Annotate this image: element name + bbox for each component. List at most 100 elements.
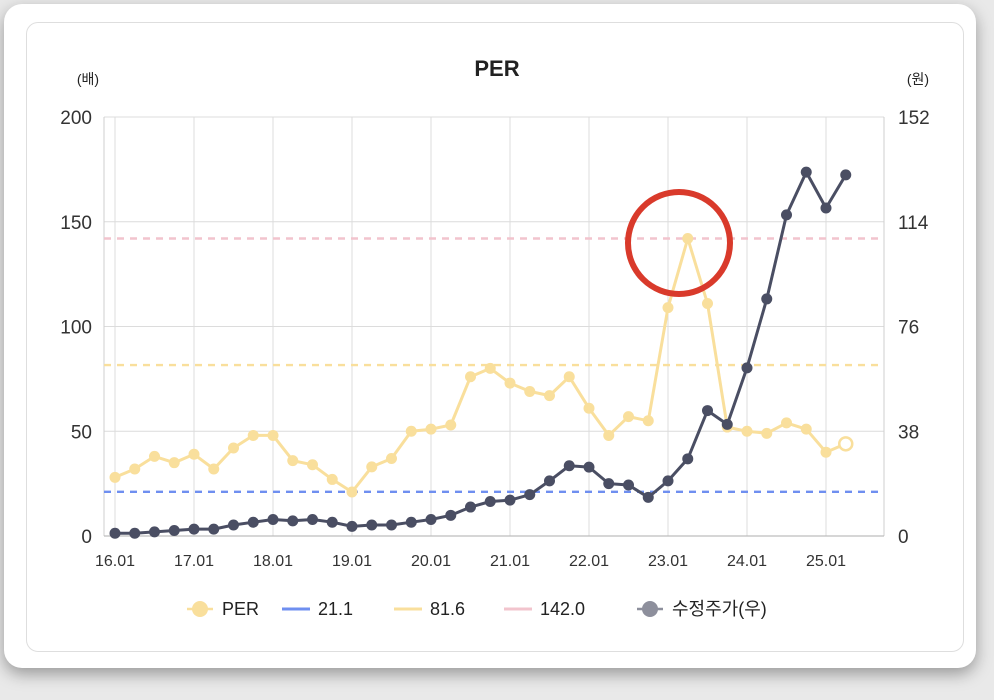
per-point	[445, 419, 457, 431]
per-point	[405, 425, 417, 437]
legend-label: 수정주가(우)	[672, 599, 767, 619]
x-tick-label: 23.01	[648, 553, 688, 570]
adjusted-price-point	[267, 513, 279, 525]
per-point	[366, 461, 378, 473]
axes: 0 0 50 38 100 76 150 114 200 152 16.01 17.01 18.01 19…	[60, 108, 929, 570]
adjusted-price-point	[524, 489, 536, 501]
legend-item-1[interactable]: 21.1	[282, 599, 353, 619]
legend-swatch-dot	[642, 601, 658, 617]
per-point	[129, 463, 141, 475]
per-point	[820, 446, 832, 458]
y-left-tick-label: 0	[81, 527, 92, 548]
per-point	[563, 371, 575, 383]
x-tick-label: 25.01	[806, 553, 846, 570]
y-right-tick-label: 0	[898, 527, 909, 548]
per-point	[838, 436, 854, 452]
adjusted-price-point	[247, 516, 259, 528]
legend-item-0[interactable]: PER	[187, 599, 259, 619]
adjusted-price-point	[129, 527, 141, 539]
per-point	[524, 385, 536, 397]
adjusted-price-point	[109, 527, 121, 539]
x-tick-label: 17.01	[174, 553, 214, 570]
per-point	[326, 473, 338, 485]
adjusted-price-point	[504, 494, 516, 506]
per-point	[623, 411, 634, 423]
per-point	[109, 471, 121, 483]
x-tick-label: 18.01	[253, 553, 293, 570]
series-layer	[109, 166, 854, 539]
adjusted-price-point	[820, 202, 832, 214]
per-point	[800, 423, 812, 435]
per-point	[228, 442, 239, 454]
y-right-tick-label: 114	[898, 213, 929, 234]
adjusted-price-point	[149, 526, 160, 538]
legend[interactable]: PER 21.1 81.6 142.0 수정주가(우)	[187, 599, 767, 619]
adjusted-price-point	[761, 293, 773, 305]
adjusted-price-point	[682, 453, 694, 465]
adjusted-price-point	[623, 479, 634, 491]
adjusted-price-point	[208, 523, 220, 535]
per-point	[781, 417, 792, 429]
per-point	[603, 429, 615, 441]
adjusted-price-point	[603, 478, 615, 490]
adjusted-price-point	[425, 513, 437, 525]
grid	[103, 116, 885, 537]
per-point	[425, 423, 437, 435]
adjusted-price-point	[307, 513, 318, 525]
legend-label: 81.6	[430, 599, 465, 619]
per-point	[188, 448, 200, 460]
per-point	[504, 377, 516, 389]
per-point	[267, 429, 279, 441]
legend-item-4[interactable]: 수정주가(우)	[637, 599, 767, 619]
per-point	[247, 429, 259, 441]
adjusted-price-point	[326, 516, 338, 528]
x-tick-label: 16.01	[95, 553, 135, 570]
adjusted-price-point	[662, 475, 674, 487]
legend-label: 142.0	[540, 599, 585, 619]
adjusted-price-point	[346, 520, 358, 532]
adjusted-price-point	[228, 519, 239, 531]
chart-title: PER	[474, 56, 519, 81]
left-axis-unit: (배)	[77, 71, 99, 87]
adjusted-price-point	[287, 515, 299, 527]
adjusted-price-point	[800, 166, 812, 178]
y-left-tick-label: 50	[71, 422, 92, 443]
legend-label: 21.1	[318, 599, 353, 619]
per-point	[287, 455, 299, 467]
per-point	[702, 297, 713, 309]
adjusted-price-point	[781, 209, 792, 221]
legend-item-3[interactable]: 142.0	[504, 599, 585, 619]
per-point	[346, 486, 358, 498]
per-point	[642, 415, 654, 427]
per-point	[583, 402, 595, 414]
y-right-tick-label: 76	[898, 318, 919, 339]
per-point	[386, 452, 397, 464]
per-point	[741, 425, 753, 437]
per-point	[307, 459, 318, 471]
adjusted-price-point	[840, 169, 852, 181]
y-left-tick-label: 150	[60, 213, 92, 234]
adjusted-price-point	[484, 496, 496, 508]
x-tick-label: 20.01	[411, 553, 451, 570]
x-tick-label: 24.01	[727, 553, 767, 570]
per-point	[465, 371, 476, 383]
adjusted-price-point	[721, 418, 733, 430]
y-right-tick-label: 152	[898, 108, 930, 129]
legend-label: PER	[222, 599, 259, 619]
y-right-tick-label: 38	[898, 422, 919, 443]
adjusted-price-point	[366, 519, 378, 531]
adjusted-price-line	[115, 170, 848, 535]
per-point	[208, 463, 220, 475]
adjusted-price-point	[702, 405, 713, 417]
x-tick-label: 21.01	[490, 553, 530, 570]
adjusted-price-point	[642, 491, 654, 503]
chart-card	[26, 22, 964, 652]
adjusted-price-point	[405, 516, 417, 528]
legend-item-2[interactable]: 81.6	[394, 599, 465, 619]
adjusted-price-point	[583, 461, 595, 473]
adjusted-price-point	[544, 475, 555, 487]
adjusted-price-point	[386, 519, 397, 531]
x-tick-label: 19.01	[332, 553, 372, 570]
per-point	[484, 362, 496, 374]
